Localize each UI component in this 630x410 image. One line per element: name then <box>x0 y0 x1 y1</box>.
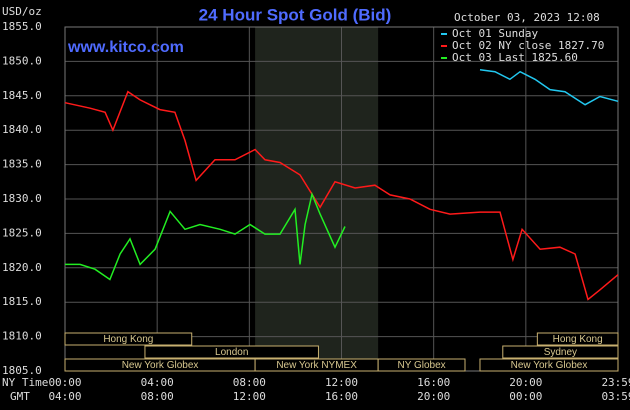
session-label: Hong Kong <box>553 334 603 345</box>
x-tick-label: 08:00 <box>233 376 266 389</box>
x-tick-label: 12:00 <box>325 376 358 389</box>
x-tick-label: 16:00 <box>417 376 450 389</box>
y-tick-label: 1820.0 <box>2 261 42 274</box>
x-tick-label: 20:00 <box>509 376 542 389</box>
session-label: New York Globex <box>511 360 588 371</box>
y-tick-label: 1810.0 <box>2 330 42 343</box>
y-tick-label: 1850.0 <box>2 54 42 67</box>
y-tick-label: 1815.0 <box>2 295 42 308</box>
y-tick-label: 1840.0 <box>2 123 42 136</box>
x-tick-label: 00:00 <box>48 376 81 389</box>
session-box <box>144 345 319 359</box>
session-label: London <box>215 347 248 358</box>
session-box <box>479 358 619 372</box>
session-label: Sydney <box>544 347 577 358</box>
session-label: New York NYMEX <box>276 360 357 371</box>
x2-tick-label: 12:00 <box>233 390 266 403</box>
y-tick-label: 1855.0 <box>2 20 42 33</box>
y-axis-label: USD/oz <box>2 5 42 18</box>
legend-label: Oct 03 Last 1825.60 <box>452 51 578 64</box>
session-label: NY Globex <box>397 360 445 371</box>
session-box <box>502 345 619 359</box>
x-tick-label: 04:00 <box>141 376 174 389</box>
session-label: New York Globex <box>122 360 199 371</box>
series-line <box>64 90 619 301</box>
x2-axis-label: GMT <box>10 390 30 403</box>
session-label: Hong Kong <box>103 334 153 345</box>
session-box <box>536 332 619 346</box>
legend-label: Oct 01 Sunday <box>452 27 538 40</box>
chart-title: 24 Hour Spot Gold (Bid) <box>199 5 392 24</box>
y-tick-label: 1805.0 <box>2 364 42 377</box>
y-tick-label: 1830.0 <box>2 192 42 205</box>
x-tick-label: 23:59 <box>601 376 630 389</box>
y-tick-label: 1835.0 <box>2 158 42 171</box>
x2-tick-label: 04:00 <box>48 390 81 403</box>
y-tick-label: 1825.0 <box>2 226 42 239</box>
x2-tick-label: 03:59 <box>601 390 630 403</box>
x2-tick-label: 08:00 <box>141 390 174 403</box>
timestamp: October 03, 2023 12:08 <box>454 11 600 24</box>
series-line <box>65 191 346 281</box>
x2-tick-label: 00:00 <box>509 390 542 403</box>
legend-label: Oct 02 NY close 1827.70 <box>452 39 604 52</box>
session-box <box>377 358 466 372</box>
session-box <box>64 332 193 346</box>
y-tick-label: 1845.0 <box>2 89 42 102</box>
x2-tick-label: 20:00 <box>417 390 450 403</box>
site-label: www.kitco.com <box>67 39 184 56</box>
x-axis-label: NY Time <box>2 376 48 389</box>
x2-tick-label: 16:00 <box>325 390 358 403</box>
series-line <box>479 68 619 106</box>
